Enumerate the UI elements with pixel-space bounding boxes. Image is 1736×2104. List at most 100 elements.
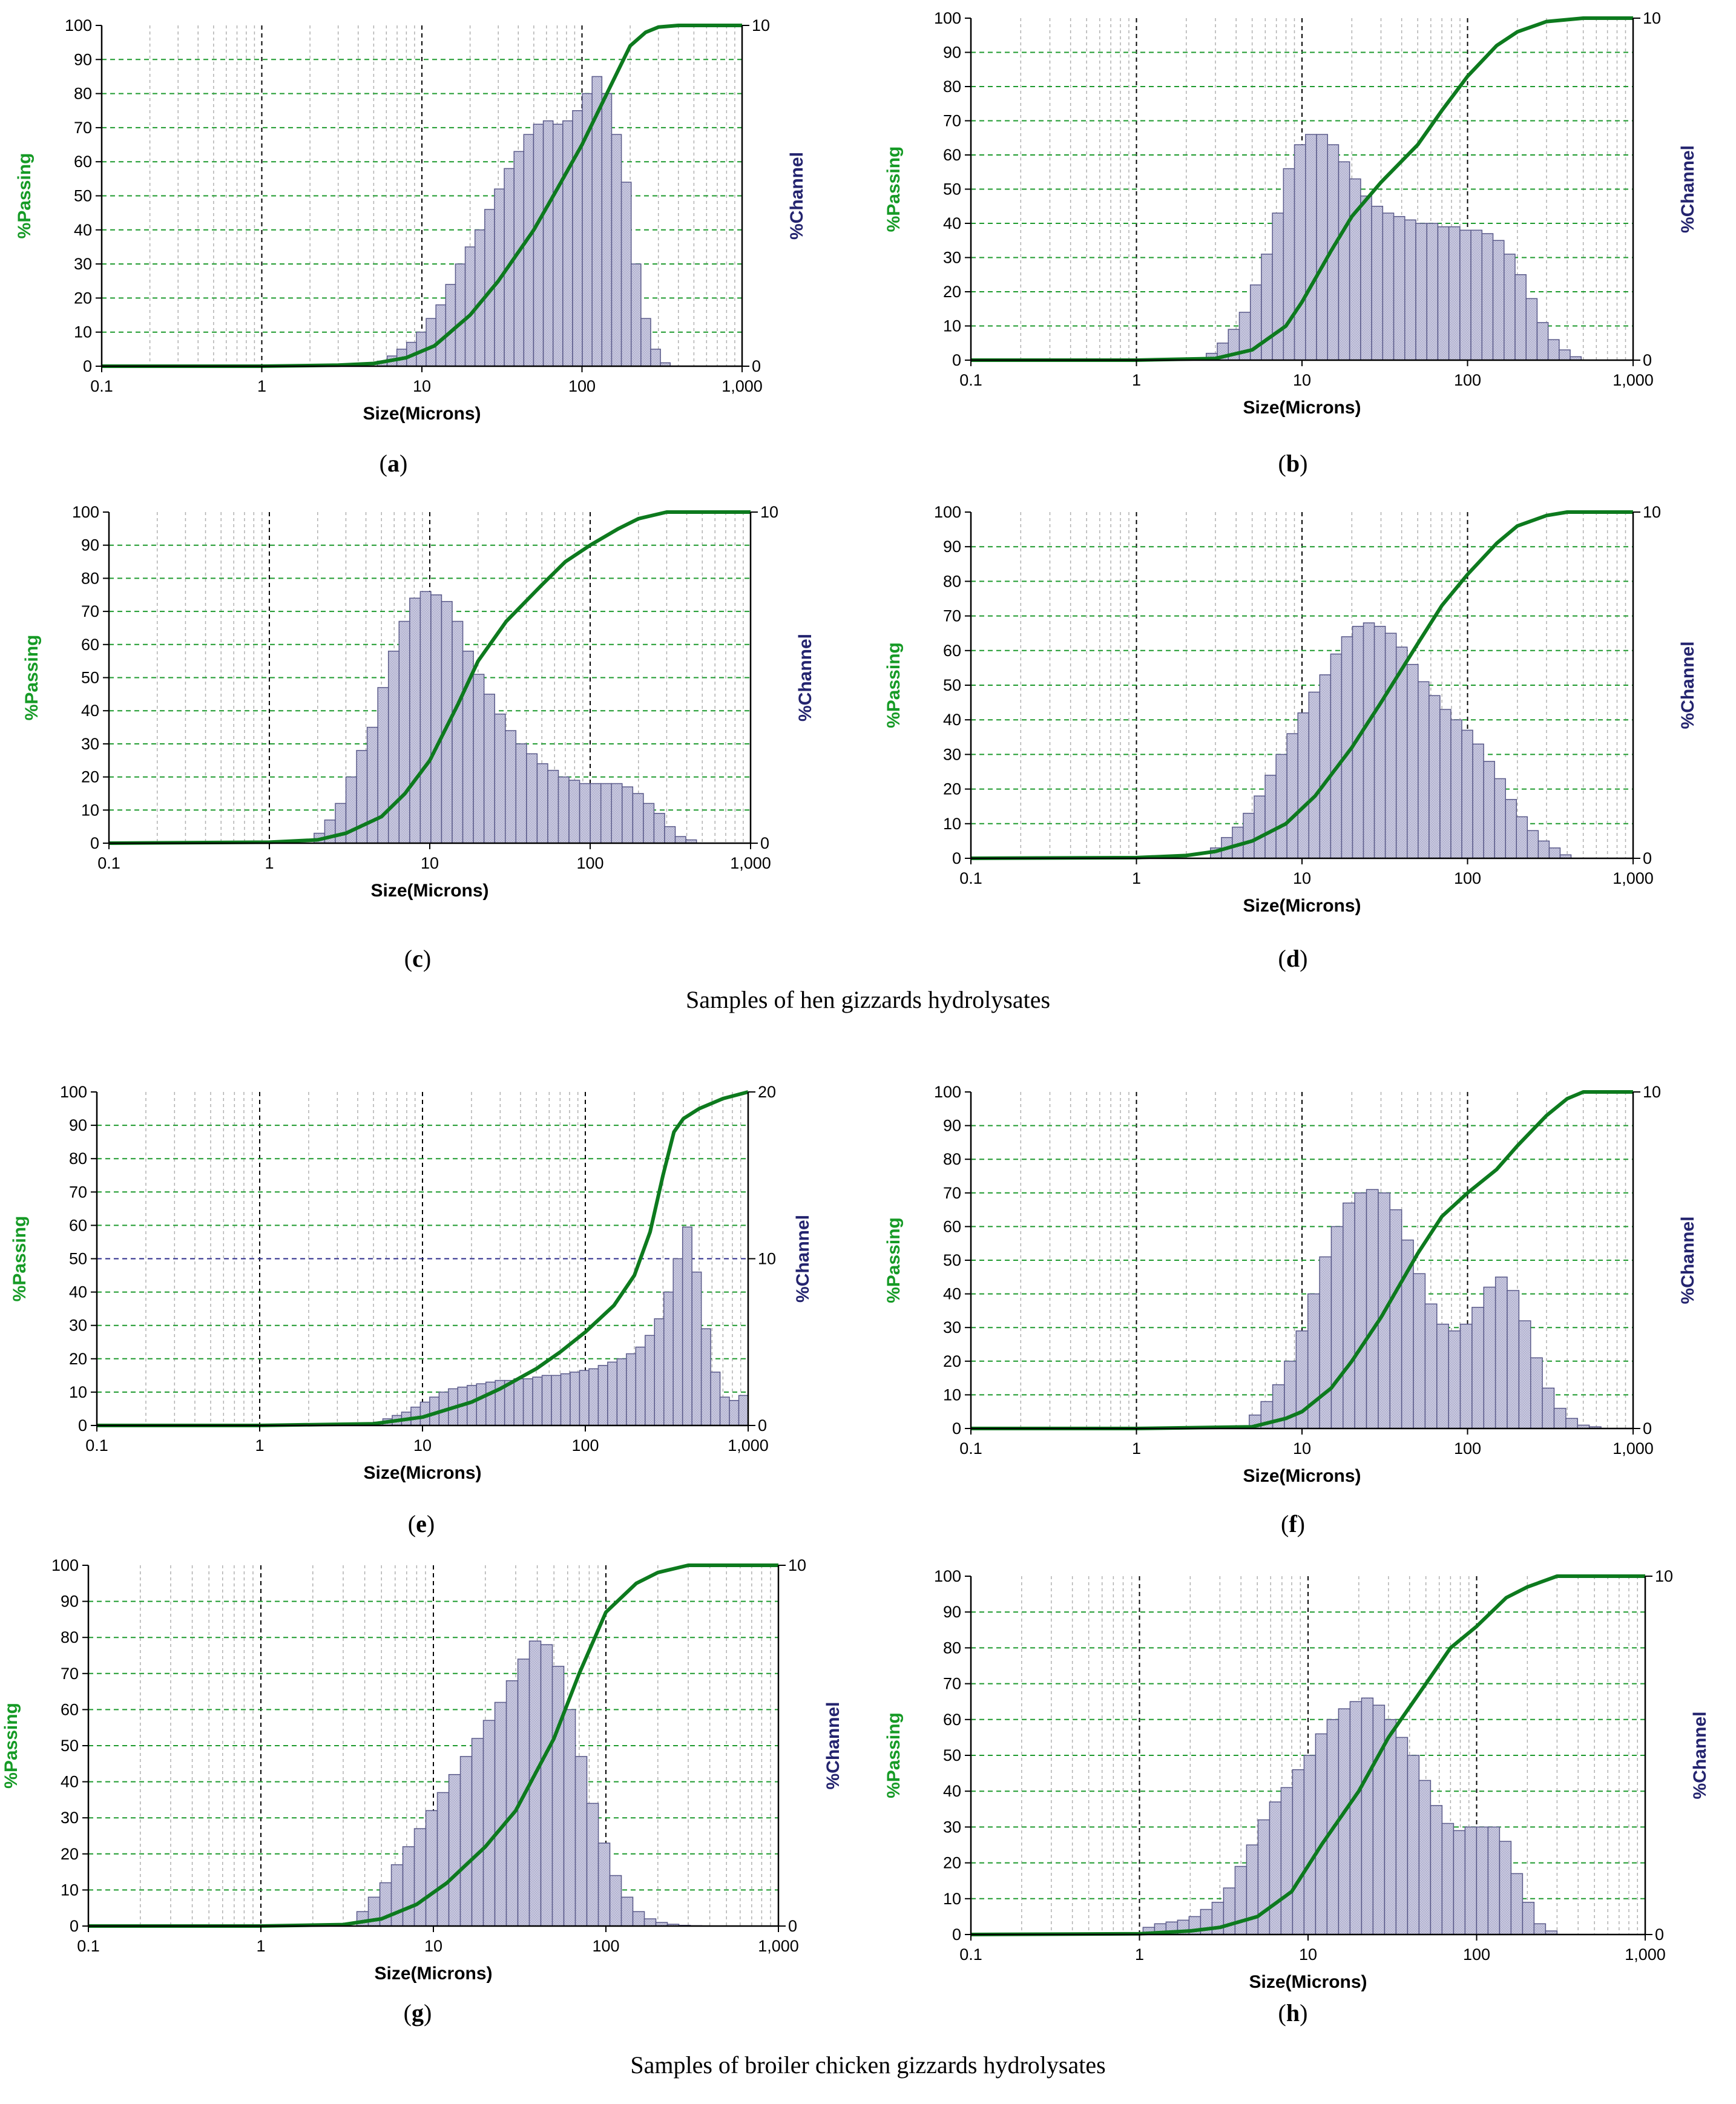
channel-bar xyxy=(1269,1801,1282,1935)
channel-bar xyxy=(1384,1719,1397,1935)
x-tick-label: 0.1 xyxy=(959,1945,982,1964)
chart-c: 0 10 20 30 40 50 60 70 80 90 100 0 10 0.1 1 10 100 1,000 S… xyxy=(22,503,815,901)
x-tick-label: 0.1 xyxy=(959,1439,982,1458)
y-tick-label: 20 xyxy=(74,289,92,307)
y-tick-label: 50 xyxy=(943,180,961,199)
channel-bar xyxy=(664,826,676,844)
y-tick-label: 80 xyxy=(81,569,99,587)
channel-bar xyxy=(542,120,554,367)
channel-bar xyxy=(1363,622,1375,859)
channel-bar xyxy=(536,763,548,844)
channel-bar xyxy=(1426,223,1439,361)
y2-tick-label: 0 xyxy=(1655,1925,1664,1944)
channel-bar xyxy=(653,813,665,844)
y-tick-label: 90 xyxy=(943,538,961,556)
channel-bar xyxy=(1522,1901,1535,1935)
channel-bar xyxy=(1472,743,1484,859)
y2-tick-label: 10 xyxy=(1643,9,1661,27)
y2-axis-title: %Channel xyxy=(823,1701,843,1789)
channel-bar xyxy=(1504,254,1516,361)
y-tick-label: 0 xyxy=(952,1419,961,1438)
y2-tick-label: 10 xyxy=(760,503,778,521)
y-tick-label: 50 xyxy=(943,1746,961,1764)
y-tick-label: 90 xyxy=(74,50,92,68)
caption-broiler: Samples of broiler chicken gizzards hydr… xyxy=(630,2051,1106,2079)
y-tick-label: 30 xyxy=(61,1809,79,1827)
channel-bar xyxy=(1319,674,1332,859)
channel-bar xyxy=(541,1375,552,1426)
channel-bar xyxy=(682,1226,692,1426)
channel-bar xyxy=(1533,1923,1547,1935)
x-tick-label: 1,000 xyxy=(728,1436,769,1455)
y-axis-title: %Passing xyxy=(884,1712,904,1798)
channel-bar xyxy=(1315,1733,1328,1935)
channel-bar xyxy=(626,1353,637,1426)
y-tick-label: 40 xyxy=(61,1773,79,1791)
y2-axis-title: %Channel xyxy=(1678,641,1698,729)
y-tick-label: 20 xyxy=(69,1350,87,1368)
channel-bar xyxy=(1547,339,1560,361)
channel-bar xyxy=(1518,1320,1531,1429)
y-tick-label: 50 xyxy=(943,1251,961,1269)
channel-bar xyxy=(1254,795,1266,859)
y2-axis-title: %Channel xyxy=(795,634,815,722)
channel-bar xyxy=(515,743,527,844)
y-tick-label: 100 xyxy=(65,16,92,35)
channel-bar xyxy=(563,1709,576,1927)
channel-bar xyxy=(464,246,476,367)
x-tick-label: 10 xyxy=(1299,1945,1317,1964)
x-tick-label: 0.1 xyxy=(77,1937,100,1955)
channel-bar xyxy=(425,1810,438,1927)
channel-bar xyxy=(1459,1323,1473,1429)
channel-bar xyxy=(1483,1286,1496,1429)
channel-bar xyxy=(1404,219,1416,361)
y-tick-label: 40 xyxy=(74,221,92,239)
subplot-label-b: (b) xyxy=(1278,450,1308,477)
y-tick-label: 10 xyxy=(943,1386,961,1404)
channel-bar xyxy=(409,597,421,844)
channel-bar xyxy=(663,1291,674,1426)
x-tick-label: 1 xyxy=(1132,371,1141,389)
passing-line xyxy=(971,1090,1633,1430)
channel-bar xyxy=(1424,1303,1438,1429)
channel-bar xyxy=(1530,1357,1543,1429)
y-tick-label: 90 xyxy=(81,536,99,554)
channel-bar xyxy=(467,1385,477,1426)
channel-bar xyxy=(654,1318,665,1426)
chart-h: 0 10 20 30 40 50 60 70 80 90 100 0 10 0.1 1 10 100 1,000 S… xyxy=(884,1567,1710,1992)
y-tick-label: 50 xyxy=(69,1250,87,1268)
y-tick-label: 0 xyxy=(83,357,92,375)
y-tick-label: 30 xyxy=(943,249,961,267)
channel-bar xyxy=(459,1756,473,1927)
channel-bar xyxy=(1264,774,1277,859)
x-tick-label: 100 xyxy=(568,377,596,395)
y-tick-label: 60 xyxy=(943,1711,961,1729)
y2-axis-title: %Channel xyxy=(1678,145,1698,233)
x-tick-label: 0.1 xyxy=(97,854,120,872)
y2-tick-label: 10 xyxy=(788,1556,806,1574)
y-tick-label: 60 xyxy=(74,153,92,171)
y-tick-label: 20 xyxy=(943,283,961,301)
subplot-label-h: (h) xyxy=(1278,1999,1308,2027)
y-tick-label: 100 xyxy=(51,1556,79,1574)
channel-bar xyxy=(1494,778,1506,859)
y-tick-label: 30 xyxy=(69,1317,87,1335)
channel-bar xyxy=(366,726,378,844)
channel-bar xyxy=(1453,1830,1466,1935)
x-tick-label: 1 xyxy=(1132,1439,1141,1458)
y-axis-title: %Passing xyxy=(15,153,35,239)
x-axis-title: Size(Microns) xyxy=(374,1964,492,1984)
x-tick-label: 10 xyxy=(413,377,431,395)
subplot-label-a: (a) xyxy=(379,450,408,477)
y-tick-label: 90 xyxy=(943,44,961,62)
y-tick-label: 80 xyxy=(61,1628,79,1646)
channel-bar xyxy=(430,594,442,844)
channel-bar xyxy=(1430,1805,1443,1935)
channel-bar xyxy=(1476,1826,1489,1935)
channel-bar xyxy=(1407,1755,1420,1935)
x-axis-title: Size(Microns) xyxy=(1243,398,1361,418)
y-tick-label: 60 xyxy=(81,636,99,654)
y-tick-label: 100 xyxy=(934,1567,961,1585)
channel-bar xyxy=(620,1896,634,1927)
